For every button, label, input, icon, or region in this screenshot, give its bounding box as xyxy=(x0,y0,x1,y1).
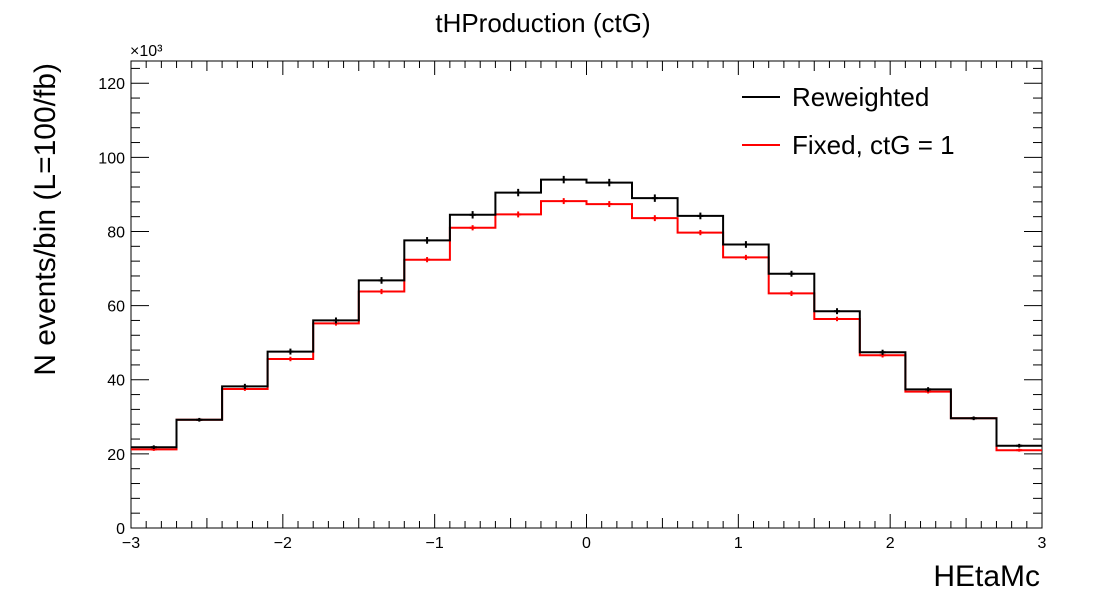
y-axis-multiplier: ×10³ xyxy=(130,43,163,60)
x-axis-label: HEtaMc xyxy=(933,560,1040,593)
series-step-line xyxy=(131,178,1042,449)
y-tick-label: 0 xyxy=(116,521,125,538)
series-0 xyxy=(131,175,1042,450)
series-1 xyxy=(131,198,1042,452)
legend: Reweighted Fixed, ctG = 1 xyxy=(742,82,955,160)
legend-label: Fixed, ctG = 1 xyxy=(792,130,955,160)
y-tick-label: 20 xyxy=(107,447,125,464)
series-layer xyxy=(131,175,1042,452)
x-tick-label: 3 xyxy=(1038,535,1047,552)
x-tick-label: −1 xyxy=(426,535,444,552)
x-tick-label: −3 xyxy=(122,535,140,552)
x-tick-label: 1 xyxy=(734,535,743,552)
y-tick-labels: 0 20 40 60 80 100 120 xyxy=(98,76,125,538)
y-tick-label: 100 xyxy=(98,150,125,167)
y-tick-label: 120 xyxy=(98,76,125,93)
x-tick-label: −2 xyxy=(274,535,292,552)
y-tick-label: 40 xyxy=(107,373,125,390)
y-tick-label: 60 xyxy=(107,299,125,316)
y-axis-label: N events/bin (L=100/fb) xyxy=(29,63,62,376)
series-step-line xyxy=(131,200,1042,452)
x-tick-label: 2 xyxy=(886,535,895,552)
x-tick-labels: −3 −2 −1 0 1 2 3 xyxy=(122,535,1047,552)
y-tick-label: 80 xyxy=(107,224,125,241)
axis-ticks xyxy=(130,61,1043,529)
x-tick-label: 0 xyxy=(582,535,591,552)
legend-label: Reweighted xyxy=(792,82,929,112)
chart-title: tHProduction (ctG) xyxy=(435,8,650,38)
